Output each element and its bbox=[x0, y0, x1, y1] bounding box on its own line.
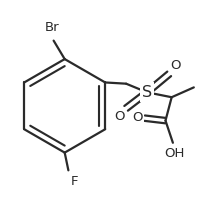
Text: F: F bbox=[71, 175, 78, 188]
Text: Br: Br bbox=[45, 22, 60, 34]
Text: S: S bbox=[142, 85, 152, 100]
Text: OH: OH bbox=[164, 147, 184, 160]
Text: O: O bbox=[114, 110, 125, 123]
Text: O: O bbox=[132, 111, 143, 124]
Text: O: O bbox=[170, 59, 181, 72]
